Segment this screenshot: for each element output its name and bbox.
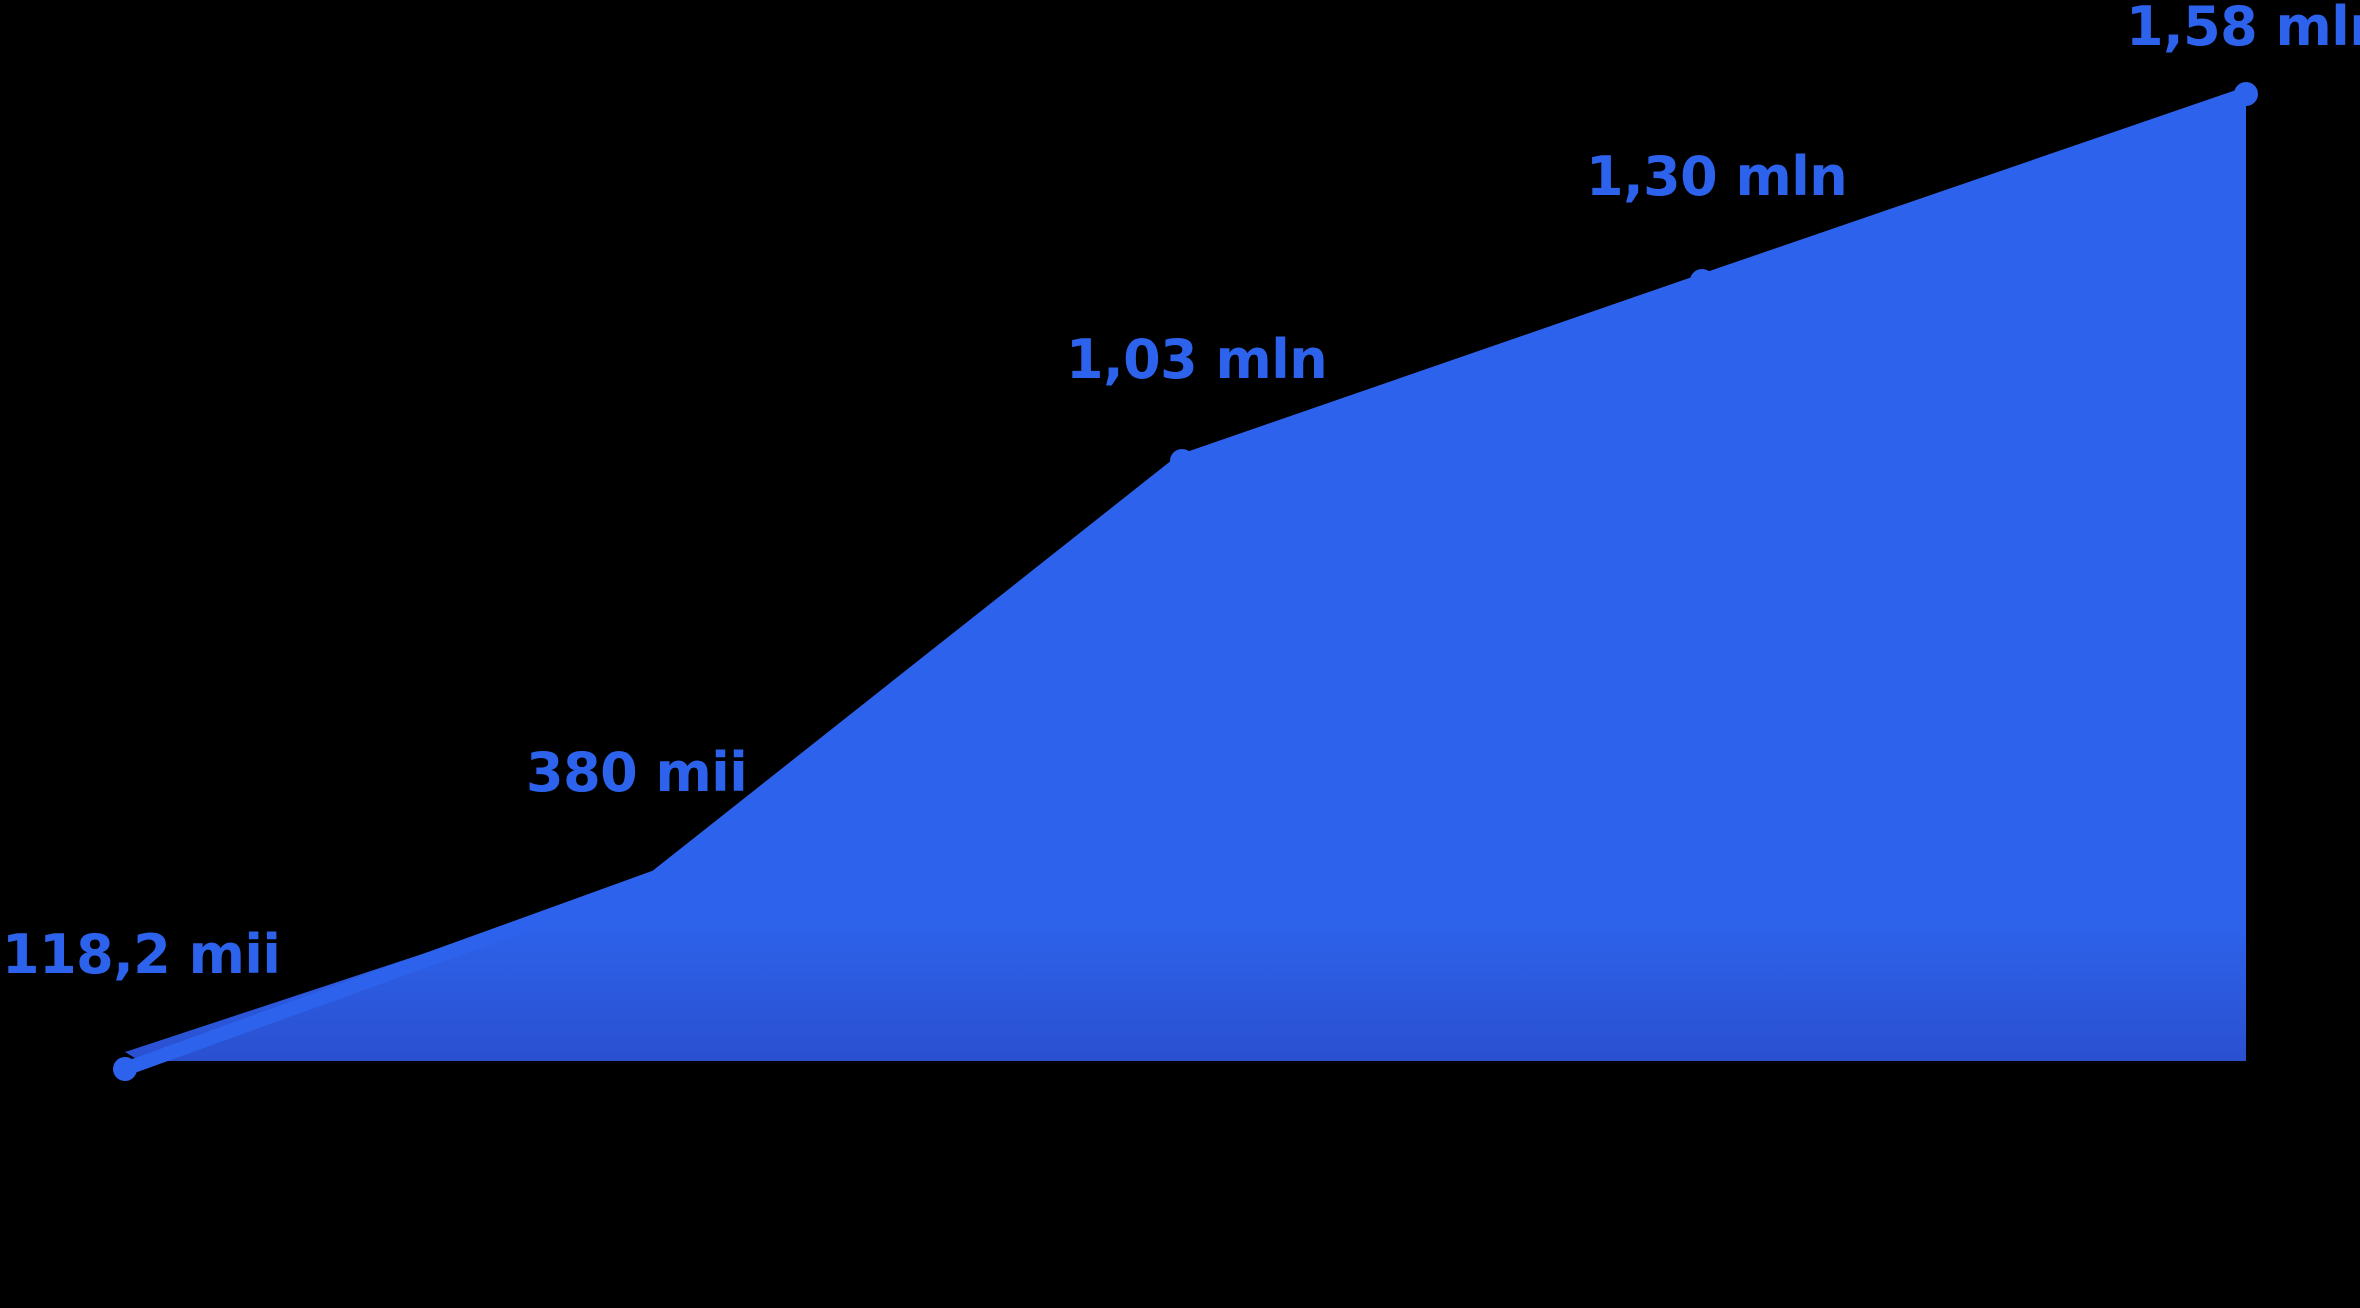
data-point-dot — [1170, 449, 1194, 473]
data-label-3: 1,03 mln — [1066, 328, 1328, 391]
data-label-1: 118,2 mii — [2, 923, 281, 986]
data-point-dot — [2234, 82, 2258, 106]
area-fill — [125, 94, 2246, 1061]
data-point-dot — [113, 1057, 137, 1081]
data-point-markers — [113, 82, 2258, 1081]
data-label-2: 380 mii — [526, 741, 748, 804]
data-label-4: 1,30 mln — [1586, 145, 1848, 208]
data-label-5: 1,58 mln — [2126, 0, 2360, 58]
data-point-dot — [1690, 269, 1714, 293]
